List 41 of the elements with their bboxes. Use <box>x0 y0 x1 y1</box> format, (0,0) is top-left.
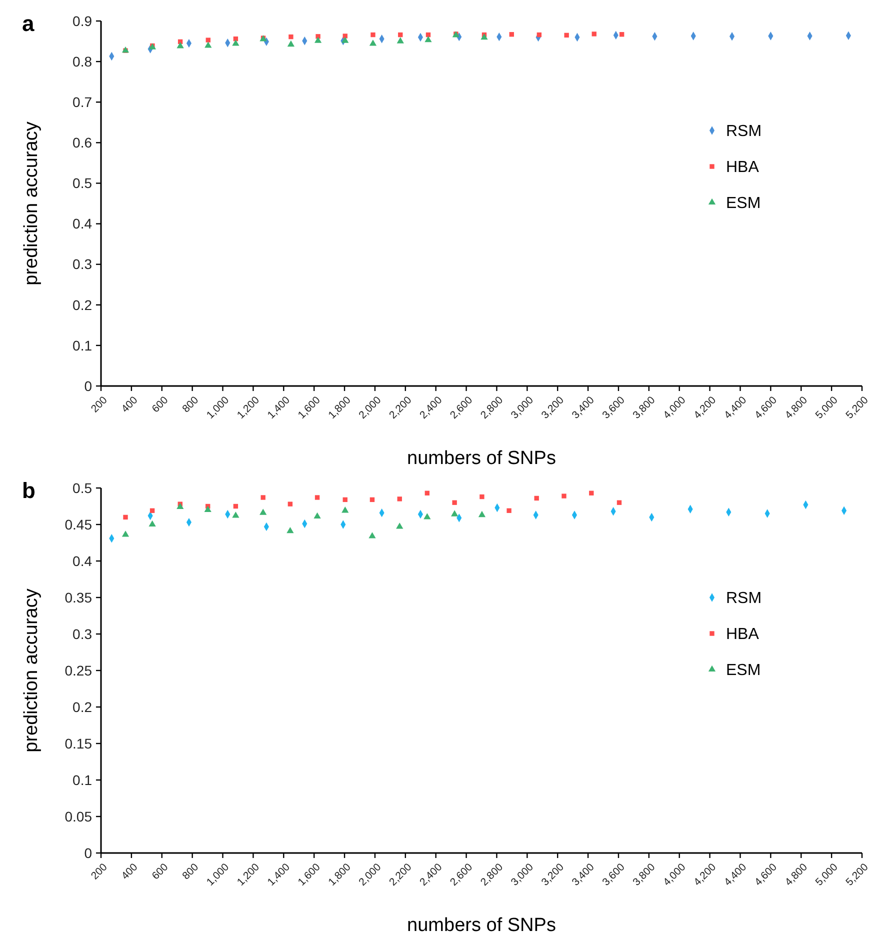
y-tick-label: 0.15 <box>64 735 92 752</box>
y-tick-label: 0.7 <box>72 94 92 110</box>
x-tick-label: 600 <box>150 861 171 882</box>
y-tick-label: 0.1 <box>72 337 92 354</box>
chart-title: a <box>22 11 35 36</box>
y-tick-label: 0 <box>84 844 92 861</box>
y-tick-label: 0.5 <box>72 480 92 496</box>
y-tick-label: 0.45 <box>64 516 92 532</box>
x-tick-label: 400 <box>119 861 140 882</box>
legend-label: RSM <box>726 590 762 608</box>
y-tick-label: 0.8 <box>72 53 92 70</box>
y-tick-label: 0.9 <box>72 12 92 29</box>
x-axis-title: numbers of SNPs <box>407 448 556 469</box>
legend-label: ESM <box>726 195 761 212</box>
y-axis-title: prediction accuracy <box>21 588 42 752</box>
y-tick-label: 0.3 <box>72 256 92 272</box>
x-tick-label: 800 <box>180 394 202 416</box>
y-tick-label: 0.05 <box>64 808 92 824</box>
x-axis-title: numbers of SNPs <box>407 915 556 936</box>
x-tick-label: 600 <box>150 394 171 416</box>
y-tick-label: 0.5 <box>72 175 92 192</box>
legend-label: HBA <box>726 159 760 176</box>
y-tick-label: 0 <box>84 378 92 394</box>
legend-label: RSM <box>726 123 762 140</box>
x-tick-label: 200 <box>88 394 110 416</box>
y-axis-title: prediction accuracy <box>21 121 42 286</box>
x-tick-label: 800 <box>180 861 202 882</box>
y-tick-label: 0.4 <box>72 216 92 232</box>
y-tick-label: 0.2 <box>72 296 92 313</box>
legend-label: ESM <box>726 662 761 680</box>
y-tick-label: 0.35 <box>64 589 92 606</box>
legend-label: HBA <box>726 626 760 644</box>
y-tick-label: 0.3 <box>72 626 92 642</box>
x-tick-label: 200 <box>88 861 110 882</box>
chart-title: b <box>22 478 36 503</box>
x-tick-label: 400 <box>119 394 140 416</box>
y-tick-label: 0.2 <box>72 698 92 715</box>
y-tick-label: 0.4 <box>72 552 92 569</box>
y-tick-label: 0.1 <box>72 772 92 788</box>
y-tick-label: 0.6 <box>72 134 92 151</box>
y-tick-label: 0.25 <box>64 662 92 678</box>
